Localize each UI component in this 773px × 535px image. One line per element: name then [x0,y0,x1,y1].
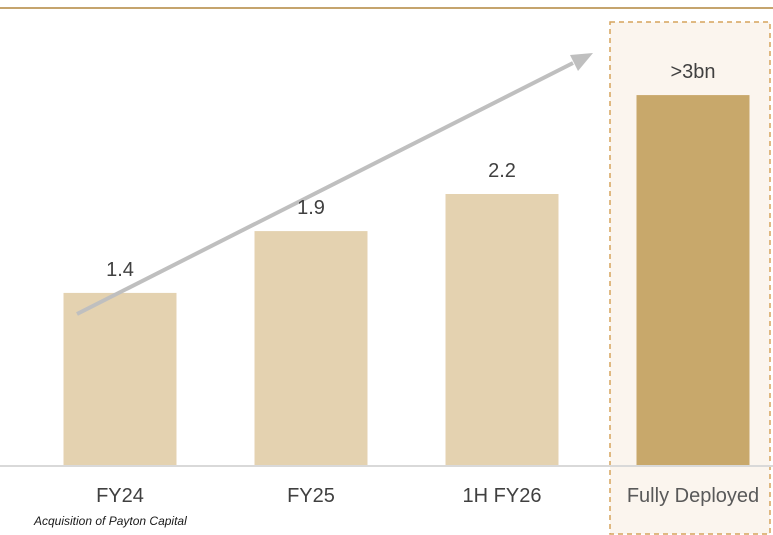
data-label: 1.9 [297,197,325,219]
bar-1h-fy26 [445,194,559,466]
bar-fully-deployed [636,95,750,466]
data-label: 1.4 [106,259,134,281]
category-label: FY24 [96,485,144,507]
category-label: FY25 [287,485,335,507]
category-label: 1H FY26 [463,485,542,507]
bar-fy25 [254,231,368,466]
bar-fy24 [63,292,177,466]
data-label: >3bn [670,61,715,83]
labels-group: 1.4 FY24 1.9 FY25 2.2 1H FY26 >3bn Fully Deploy… [96,61,759,507]
bars-group [63,95,750,466]
data-label: 2.2 [488,160,516,182]
footnote: Acquisition of Payton Capital [34,514,187,528]
category-label: Fully Deployed [627,485,759,507]
growth-arrow [76,53,593,316]
